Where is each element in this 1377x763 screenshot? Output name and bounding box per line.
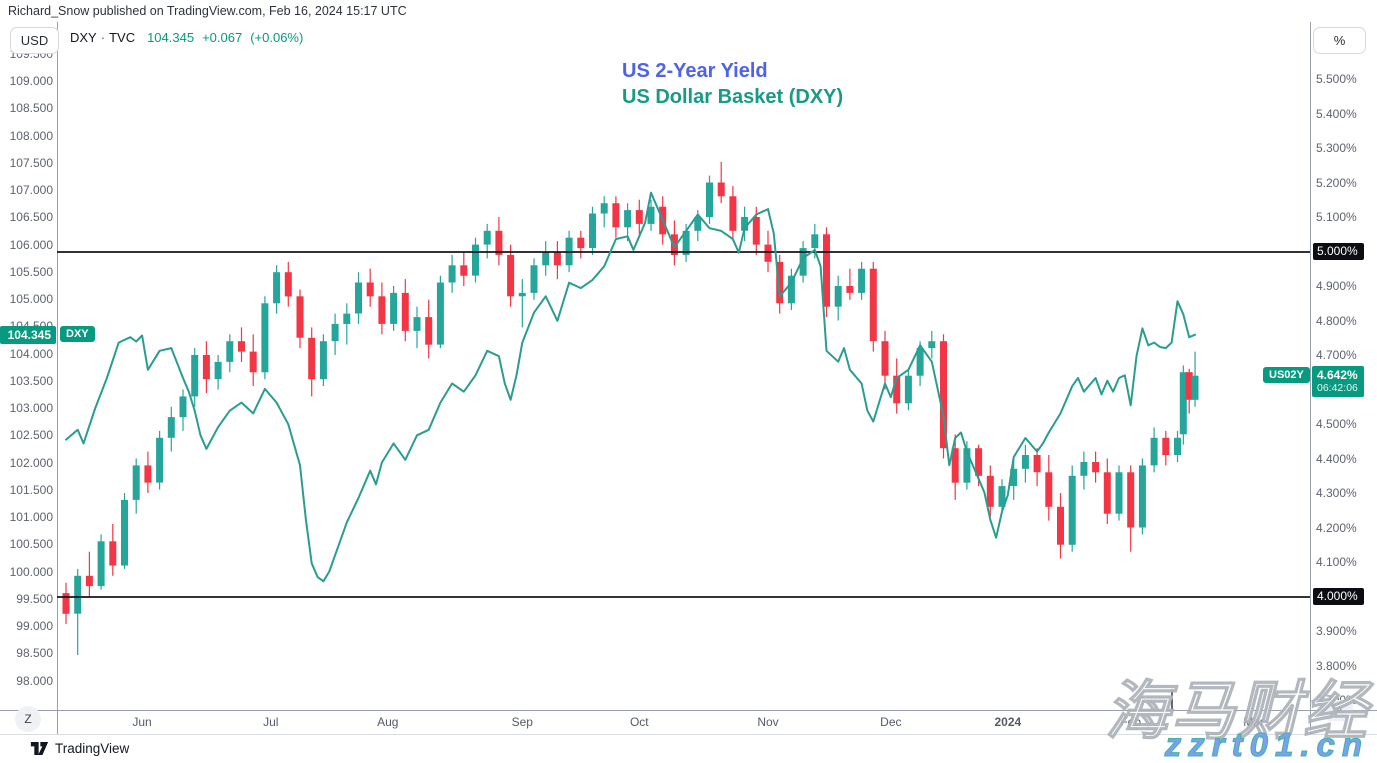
time-axis-label: Dec — [880, 715, 902, 729]
time-axis-label: Jul — [263, 715, 279, 729]
price-axis-label: 100.000 — [9, 564, 53, 579]
time-axis-label: Feb — [1120, 715, 1142, 729]
tradingview-footer[interactable]: TradingView — [30, 740, 129, 757]
legend-change: +0.067 — [202, 30, 243, 45]
price-axis-label: 99.000 — [16, 619, 53, 633]
yield-axis-label: 4.900% — [1316, 279, 1357, 293]
price-axis-label: 109.000 — [9, 74, 53, 88]
symbol-legend[interactable]: DXY · TVC 104.345 +0.067 (+0.06%) — [70, 30, 303, 45]
price-axis-label: 98.000 — [16, 673, 53, 688]
us02y-last-value: 4.642% — [1317, 368, 1358, 382]
chart-title-us2y: US 2-Year Yield — [622, 60, 768, 82]
legend-price: 104.345 — [147, 30, 195, 45]
us02y-countdown: 06:42:06 — [1317, 382, 1358, 394]
legend-symbol[interactable]: DXY — [70, 30, 97, 45]
timezone-button[interactable]: Z — [15, 706, 41, 732]
yield-axis-label: 5.200% — [1316, 175, 1357, 190]
time-axis-label: Mar — [1243, 715, 1264, 729]
yield-axis-label: 4.500% — [1316, 417, 1357, 431]
yield-axis-label: 4.200% — [1316, 520, 1357, 535]
price-axis-label: 99.500 — [16, 591, 53, 606]
price-axis-label: 103.000 — [9, 401, 53, 415]
yield-axis-label: 4.700% — [1316, 348, 1357, 362]
time-axis-label: Oct — [629, 715, 649, 729]
time-axis-label: 2024 — [994, 715, 1022, 729]
yield-axis-label: 3.800% — [1316, 658, 1357, 673]
watermark-url: zzrt01.cn — [1164, 725, 1369, 763]
price-axis-label: 106.000 — [9, 237, 53, 252]
level-price-label: 5.000% — [1313, 242, 1364, 260]
yield-axis-label: 4.800% — [1316, 313, 1357, 328]
yield-axis-label: 4.300% — [1316, 486, 1357, 500]
yield-axis-label: 3.900% — [1316, 624, 1357, 638]
price-axis-label: 98.500 — [16, 646, 53, 661]
tradingview-logo-icon — [30, 742, 49, 755]
time-axis-label: Jun — [132, 715, 152, 729]
watermark-cjk: 海马财经 — [1104, 674, 1369, 747]
price-axis-label: 108.000 — [9, 128, 53, 143]
dxy-price-axis-badge: 104.345 — [0, 325, 56, 344]
yield-axis-label: 5.500% — [1316, 72, 1357, 86]
legend-change-pct: (+0.06%) — [250, 30, 304, 45]
time-axis-label: Nov — [757, 715, 779, 729]
price-axis-label: 102.000 — [9, 455, 53, 470]
attribution-text: Richard_Snow published on TradingView.co… — [8, 4, 407, 18]
yield-axis-label: 4.100% — [1316, 555, 1357, 569]
us02y-series-chip[interactable]: US02Y — [1263, 367, 1310, 383]
yield-axis-label: 5.400% — [1316, 106, 1357, 121]
yield-axis-label: 5.100% — [1316, 210, 1357, 224]
price-axis-label: 107.000 — [9, 183, 53, 197]
price-axis-label: 101.000 — [9, 510, 53, 524]
time-axis-label: Aug — [377, 715, 399, 729]
price-axis-label: 104.000 — [9, 346, 53, 361]
time-axis-label: Sep — [511, 715, 533, 729]
legend-exchange: TVC — [109, 30, 136, 45]
legend-separator: · — [100, 30, 106, 45]
chart-title-dxy: US Dollar Basket (DXY) — [622, 86, 844, 108]
dxy-series-chip[interactable]: DXY — [60, 325, 95, 342]
level-price-label: 4.000% — [1313, 587, 1364, 605]
price-axis-label: 102.500 — [9, 428, 53, 443]
percent-unit-button[interactable]: % — [1313, 27, 1366, 54]
price-axis-label: 107.500 — [9, 155, 53, 170]
price-axis-label: 100.500 — [9, 537, 53, 552]
price-axis-label: 101.500 — [9, 482, 53, 497]
price-axis-label: 108.500 — [9, 101, 53, 116]
yield-axis-label: 4.400% — [1316, 451, 1357, 466]
price-axis-label: 106.500 — [9, 210, 53, 225]
yield-axis-label: 5.300% — [1316, 141, 1357, 155]
price-axis-label: 103.500 — [9, 373, 53, 388]
tradingview-brand-text: TradingView — [55, 741, 130, 756]
currency-unit-button[interactable]: USD — [10, 27, 59, 54]
price-axis-label: 105.500 — [9, 264, 53, 279]
price-axis-label: 105.000 — [9, 292, 53, 306]
us02y-price-axis-badge: 4.642% 06:42:06 — [1312, 366, 1364, 397]
chart-titles: US 2-Year Yield US Dollar Basket (DXY) — [622, 58, 843, 110]
